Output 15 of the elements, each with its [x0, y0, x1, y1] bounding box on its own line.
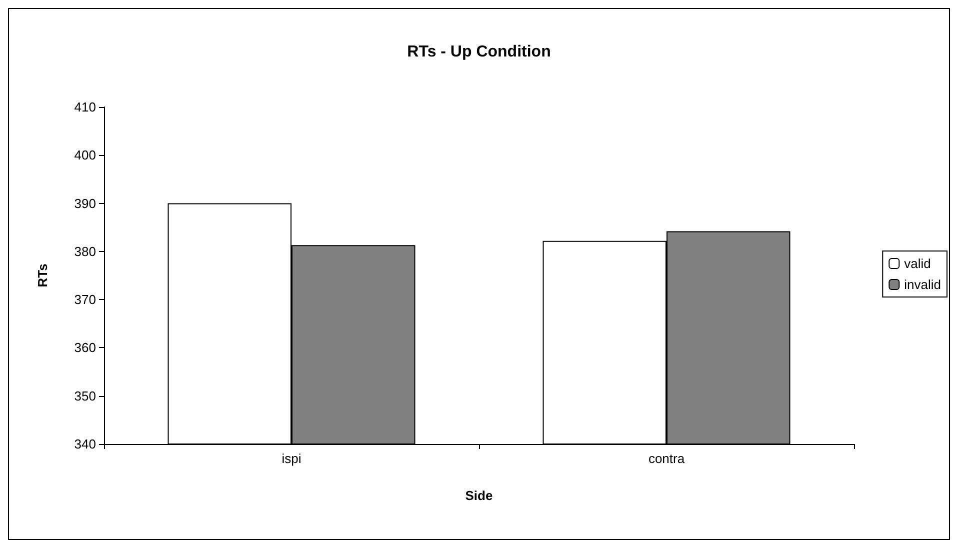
y-tick-label: 380	[74, 244, 96, 259]
y-tick-label: 340	[74, 436, 96, 452]
legend-label: invalid	[904, 277, 942, 292]
y-axis-title: RTs	[35, 264, 50, 288]
x-tick-label: contra	[648, 451, 686, 466]
y-tick-label: 350	[74, 388, 96, 404]
y-tick-label: 360	[74, 340, 96, 356]
chart-title: RTs - Up Condition	[407, 44, 551, 60]
x-axis-title: Side	[465, 488, 493, 503]
y-tick-label: 410	[74, 100, 96, 114]
x-tick-label: ispi	[282, 451, 302, 466]
legend-label: valid	[904, 256, 931, 271]
y-tick-label: 370	[74, 292, 96, 308]
y-tick-label: 400	[74, 148, 96, 163]
y-tick-label: 390	[74, 196, 96, 211]
